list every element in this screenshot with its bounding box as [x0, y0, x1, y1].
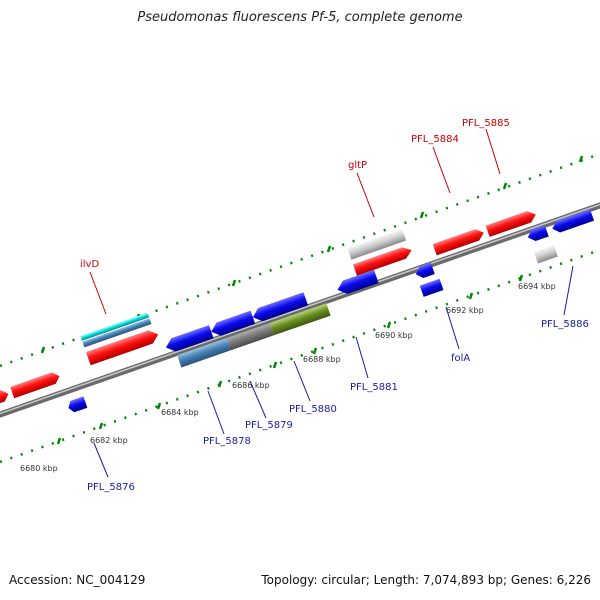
- gene-PFL_5880[interactable]: [251, 292, 309, 324]
- gene-PFL_5879[interactable]: [209, 310, 256, 339]
- gene-label-PFL_5881[interactable]: PFL_5881: [350, 382, 398, 393]
- gene-ilvD-steel[interactable]: [82, 318, 152, 348]
- gene-PFL_5886[interactable]: [526, 225, 549, 243]
- tick-label: 6690 kbp: [375, 331, 413, 340]
- accession-text: Accession: NC_004129: [9, 573, 146, 587]
- tick-label: 6692 kbp: [446, 306, 484, 315]
- gene-label-PFL_5878[interactable]: PFL_5878: [203, 436, 251, 447]
- tick-label: 6680 kbp: [20, 464, 58, 473]
- gene-label-PFL_5879[interactable]: PFL_5879: [245, 420, 293, 431]
- gene-PFL_5884[interactable]: [432, 227, 486, 256]
- gene-steel[interactable]: [177, 338, 231, 368]
- map-title: Pseudomonas fluorescens Pf-5, complete g…: [137, 10, 463, 25]
- gene-label-folA[interactable]: folA: [451, 353, 470, 364]
- gene-reverse-edge[interactable]: [550, 209, 595, 234]
- genome-summary-text: Topology: circular; Length: 7,074,893 bp…: [261, 573, 591, 587]
- gene-label-gltP[interactable]: gltP: [348, 160, 367, 171]
- gene-label-PFL_5880[interactable]: PFL_5880: [289, 404, 337, 415]
- gene-label-PFL_5884[interactable]: PFL_5884: [411, 134, 459, 145]
- gene-folA[interactable]: [419, 278, 444, 297]
- tick-label: 6684 kbp: [161, 408, 199, 417]
- gene-PFL_5876[interactable]: [66, 396, 88, 413]
- gene-PFL_5886-pseudo[interactable]: [534, 245, 558, 264]
- gene-label-PFL_5886[interactable]: PFL_5886: [541, 319, 589, 330]
- gene-forward[interactable]: [0, 388, 10, 410]
- gene-PFL_5878[interactable]: [164, 325, 214, 354]
- tick-label: 6686 kbp: [232, 381, 270, 390]
- gene-label-PFL_5885[interactable]: PFL_5885: [462, 118, 510, 129]
- tick-label: 6694 kbp: [518, 282, 556, 291]
- lower-major-ticks: [56, 274, 524, 445]
- reverse-label-leaders: [93, 265, 574, 478]
- gene-gray[interactable]: [226, 323, 274, 351]
- gene-forward[interactable]: [10, 370, 61, 399]
- gene-label-PFL_5876[interactable]: PFL_5876: [87, 482, 135, 493]
- gene-olive[interactable]: [269, 303, 331, 336]
- gene-PFL_5881[interactable]: [335, 269, 379, 297]
- gene-gltP[interactable]: [353, 245, 414, 276]
- tick-label: 6682 kbp: [90, 436, 128, 445]
- gene-ilvD[interactable]: [86, 328, 160, 366]
- gene-folA-a[interactable]: [414, 262, 435, 280]
- tick-label: 6688 kbp: [303, 355, 341, 364]
- gene-PFL_5885[interactable]: [485, 209, 538, 237]
- gene-label-ilvD[interactable]: ilvD: [80, 259, 99, 270]
- gene-ilvD-rna[interactable]: [80, 312, 150, 341]
- genome-backbone: [0, 202, 600, 418]
- gene-pseudo[interactable]: [347, 229, 407, 260]
- forward-label-leaders: [89, 128, 501, 315]
